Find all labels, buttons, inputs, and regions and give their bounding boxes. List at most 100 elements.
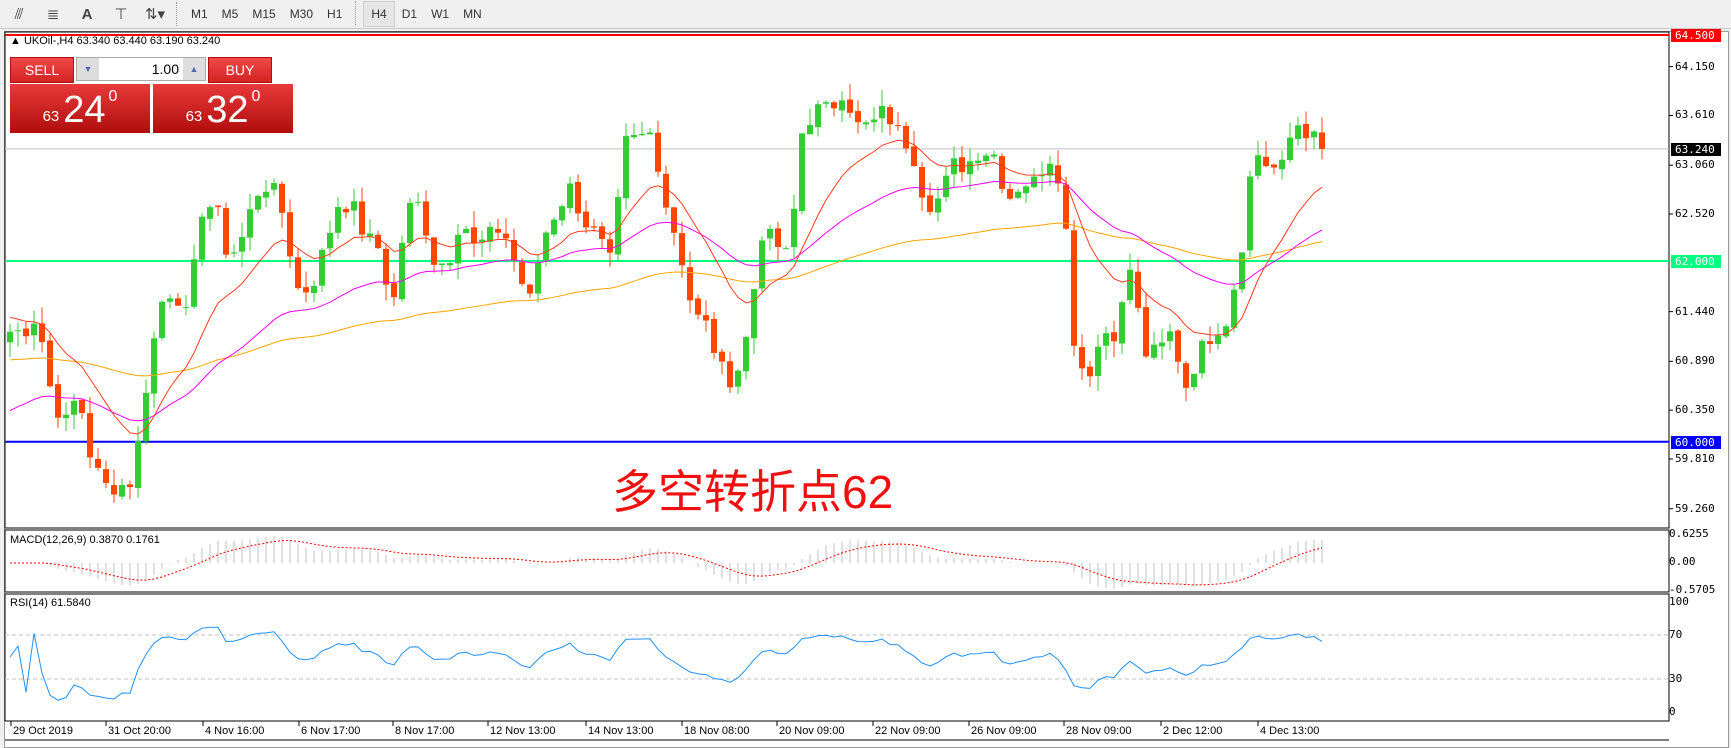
decrease-lot-icon[interactable]: ▼ xyxy=(77,58,99,80)
candle-body xyxy=(783,248,789,250)
candle-body xyxy=(767,228,773,239)
symbol-info: ▲ UKOil-,H4 63.340 63.440 63.190 63.240 xyxy=(10,35,221,47)
ask-price[interactable]: 63 32 0 xyxy=(153,84,293,133)
sell-button[interactable]: SELL xyxy=(10,57,74,83)
candle-body xyxy=(327,232,333,249)
lot-size-stepper[interactable]: ▼ ▲ xyxy=(76,57,206,81)
symbol-ohlc: UKOil-,H4 63.340 63.440 63.190 63.240 xyxy=(23,35,221,47)
candle-body xyxy=(519,262,525,284)
candle-body xyxy=(959,157,965,173)
candle-body xyxy=(247,209,253,238)
price-axis-label: 62.520 xyxy=(1675,206,1715,220)
bid-fraction: 0 xyxy=(108,88,118,105)
candle-body xyxy=(879,105,885,119)
timeframe-m1[interactable]: M1 xyxy=(191,7,208,21)
price-axis-label: 59.260 xyxy=(1675,501,1715,515)
date-axis-label: 31 Oct 20:00 xyxy=(108,725,171,737)
price-axis-label: 60.350 xyxy=(1675,403,1715,417)
candle-body xyxy=(1287,137,1293,161)
candle-body xyxy=(991,154,997,157)
candle-body xyxy=(671,207,677,233)
candle-body xyxy=(463,228,469,234)
candle-body xyxy=(543,232,549,261)
candle-body xyxy=(239,237,245,252)
ask-pips: 32 xyxy=(206,89,249,131)
candle-body xyxy=(1239,252,1245,290)
buy-button[interactable]: BUY xyxy=(208,57,272,83)
candle-body xyxy=(1223,326,1229,337)
indicator-e-icon[interactable]: ⫻ xyxy=(14,5,24,23)
candle-body xyxy=(287,212,293,257)
candle-body xyxy=(367,233,373,237)
fibonacci-f-icon[interactable]: ≣ xyxy=(46,6,60,23)
candle-body xyxy=(7,331,13,343)
candle-body xyxy=(1199,340,1205,374)
text-a-icon[interactable]: A xyxy=(81,5,93,23)
date-axis-label: 26 Nov 09:00 xyxy=(971,725,1037,737)
candle-body xyxy=(1087,366,1093,377)
candle-body xyxy=(975,160,981,164)
candle-body xyxy=(223,208,229,255)
candle-body xyxy=(639,133,645,136)
candle-body xyxy=(319,249,325,286)
candle-body xyxy=(607,239,613,253)
timeframe-d1[interactable]: D1 xyxy=(401,7,418,21)
date-axis-label: 2 Dec 12:00 xyxy=(1163,725,1223,737)
ask-big-figure: 63 xyxy=(185,108,203,125)
candle-body xyxy=(1167,331,1173,342)
candle-body xyxy=(455,234,461,264)
candle-body xyxy=(1295,125,1301,140)
macd-signal-line xyxy=(9,540,1323,586)
arrows-icon[interactable]: ⇅▾ xyxy=(144,6,166,23)
macd-axis-label: 0.00 xyxy=(1669,555,1696,568)
timeframe-m30[interactable]: M30 xyxy=(289,7,314,21)
moving-average-slow xyxy=(9,222,1323,377)
bid-pips: 24 xyxy=(63,89,106,131)
candle-body xyxy=(943,175,949,197)
candle-body xyxy=(31,323,37,336)
timeframe-m5[interactable]: M5 xyxy=(221,7,239,21)
candle-body xyxy=(1039,175,1045,177)
candle-body xyxy=(1055,165,1061,184)
date-axis-label: 20 Nov 09:00 xyxy=(779,725,845,737)
candle-body xyxy=(407,202,413,244)
candle-body xyxy=(823,102,829,104)
text-label-t-icon[interactable]: ⊤ xyxy=(114,6,128,23)
timeframe-m15[interactable]: M15 xyxy=(252,7,276,21)
candle-body xyxy=(847,99,853,113)
date-axis-label: 4 Dec 13:00 xyxy=(1260,725,1320,737)
candle-body xyxy=(383,248,389,285)
candle-body xyxy=(1103,333,1109,346)
candle-body xyxy=(711,318,717,353)
candle-body xyxy=(207,207,213,219)
timeframe-h4[interactable]: H4 xyxy=(363,1,395,27)
candle-body xyxy=(559,206,565,221)
candle-body xyxy=(439,263,445,266)
candle-body xyxy=(15,330,21,332)
lot-size-input[interactable] xyxy=(99,58,183,80)
candle-body xyxy=(95,458,101,468)
candle-body xyxy=(303,287,309,293)
price-axis-label: 63.060 xyxy=(1675,158,1715,172)
candle-body xyxy=(495,228,501,233)
timeframe-mn[interactable]: MN xyxy=(463,7,482,21)
bid-price[interactable]: 63 24 0 xyxy=(10,84,150,133)
price-axis-label: 61.440 xyxy=(1675,304,1715,318)
chart-window[interactable] xyxy=(4,31,1729,748)
timeframe-w1[interactable]: W1 xyxy=(431,7,450,21)
bid-big-figure: 63 xyxy=(42,108,60,125)
date-axis-label: 8 Nov 17:00 xyxy=(395,725,455,737)
candle-body xyxy=(687,267,693,301)
candle-body xyxy=(215,205,221,208)
increase-lot-icon[interactable]: ▲ xyxy=(183,58,205,80)
timeframe-h1[interactable]: H1 xyxy=(327,7,343,21)
candle-body xyxy=(511,239,517,260)
candle-body xyxy=(295,257,301,289)
candle-body xyxy=(1215,335,1221,344)
candle-body xyxy=(791,208,797,248)
toolbar-separator xyxy=(176,2,178,26)
candle-body xyxy=(415,201,421,203)
candle-body xyxy=(143,392,149,442)
candle-body xyxy=(199,216,205,260)
